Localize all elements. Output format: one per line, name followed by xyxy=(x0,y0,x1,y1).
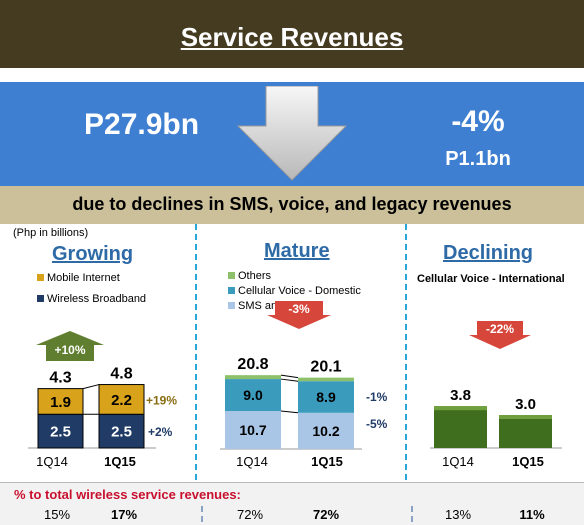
legend-swatch xyxy=(228,272,235,279)
category-label: 1Q15 xyxy=(512,454,544,469)
change-label: -3% xyxy=(288,302,310,316)
change-label: +10% xyxy=(54,343,85,357)
bar-others xyxy=(298,377,354,382)
bar-cellular-voice-domestic xyxy=(225,379,281,412)
bar-others xyxy=(225,375,281,380)
bar-sms-and-vas xyxy=(225,411,281,449)
title-bar xyxy=(0,0,584,68)
legend-swatch xyxy=(228,302,235,309)
legend-label: Cellular Voice - Domestic xyxy=(238,285,361,297)
footer-divider xyxy=(411,506,413,522)
total-label: 3.8 xyxy=(450,387,471,404)
data-label: 2.5 xyxy=(111,424,132,441)
bar-mobile-internet xyxy=(37,388,84,415)
down-arrow-icon xyxy=(236,86,348,181)
percent-change: -4% xyxy=(451,105,505,138)
series-change-label: +2% xyxy=(148,425,173,439)
legend-label: Wireless Broadband xyxy=(47,293,147,305)
series-change-label: +19% xyxy=(146,393,177,407)
footer-growing-1q15: 17% xyxy=(110,507,138,522)
data-label: 2.5 xyxy=(50,424,71,441)
up-arrow-icon xyxy=(36,331,104,361)
footer-divider xyxy=(201,506,203,522)
declining-subtitle: Cellular Voice - International xyxy=(417,273,565,285)
footer-mature-1q15: 72% xyxy=(312,507,340,522)
category-label: 1Q14 xyxy=(442,454,474,469)
legend-others: Others xyxy=(228,270,271,282)
connector-line xyxy=(280,378,299,382)
total-label: 4.3 xyxy=(49,370,71,387)
total-label: 3.0 xyxy=(515,396,536,413)
bar-highlight xyxy=(434,406,487,411)
footer-declining-1q15: 11% xyxy=(519,507,545,522)
total-revenue: P27.9bn xyxy=(84,108,200,141)
unit-label: (Php in billions) xyxy=(13,227,89,239)
connector-line xyxy=(82,384,100,390)
bar-wireless-broadband xyxy=(98,413,145,449)
bar-cellular-voice-domestic xyxy=(298,381,354,413)
category-label: 1Q14 xyxy=(236,454,268,469)
declining-title: Declining xyxy=(443,242,534,264)
bar-cellular-voice-international xyxy=(499,415,552,448)
bar-mobile-internet xyxy=(98,384,145,415)
legend-label: Others xyxy=(238,270,272,282)
footer-mature-1q14: 72% xyxy=(236,507,264,522)
legend-swatch xyxy=(37,274,44,281)
connector-line xyxy=(280,410,299,414)
data-label: 10.2 xyxy=(312,423,339,439)
section-divider xyxy=(405,224,407,510)
bar-wireless-broadband xyxy=(37,413,84,449)
change-label: -22% xyxy=(486,322,514,336)
legend-mobile-internet: Mobile Internet xyxy=(37,272,120,284)
category-label: 1Q15 xyxy=(311,454,343,469)
footer-growing-1q14: 15% xyxy=(43,507,71,522)
series-change-label: -1% xyxy=(366,390,388,404)
legend-label: Mobile Internet xyxy=(47,272,120,284)
mature-title: Mature xyxy=(264,240,330,262)
down-arrow-icon xyxy=(469,321,531,349)
footer-panel xyxy=(0,482,584,525)
legend-swatch xyxy=(37,295,44,302)
bar-sms-and-vas xyxy=(298,412,354,449)
total-label: 20.8 xyxy=(237,356,268,373)
legend-cellular-voice-domestic: Cellular Voice - Domestic xyxy=(228,285,361,297)
series-change-label: -5% xyxy=(366,417,388,431)
legend-wireless-broadband: Wireless Broadband xyxy=(37,293,146,305)
data-label: 2.2 xyxy=(111,392,132,409)
total-label: 20.1 xyxy=(310,359,341,376)
footer-title: % to total wireless service revenues: xyxy=(14,487,241,502)
section-divider xyxy=(195,224,197,510)
data-label: 8.9 xyxy=(316,389,336,405)
subtitle-strip xyxy=(0,186,584,224)
data-label: 1.9 xyxy=(50,394,71,411)
page-title: Service Revenues xyxy=(180,22,404,52)
data-label: 10.7 xyxy=(239,422,266,438)
connector-line xyxy=(280,374,299,379)
absolute-change: P1.1bn xyxy=(445,148,511,170)
category-label: 1Q15 xyxy=(104,454,136,469)
growing-title: Growing xyxy=(52,243,134,265)
bar-highlight xyxy=(499,415,552,419)
down-arrow-icon xyxy=(267,301,331,329)
footer-declining-1q14: 13% xyxy=(444,507,472,522)
category-label: 1Q14 xyxy=(36,454,68,469)
total-label: 4.8 xyxy=(110,366,132,383)
bar-cellular-voice-international xyxy=(434,406,487,448)
legend-swatch xyxy=(228,287,235,294)
subtitle: due to declines in SMS, voice, and legac… xyxy=(72,194,512,214)
data-label: 9.0 xyxy=(243,387,263,403)
